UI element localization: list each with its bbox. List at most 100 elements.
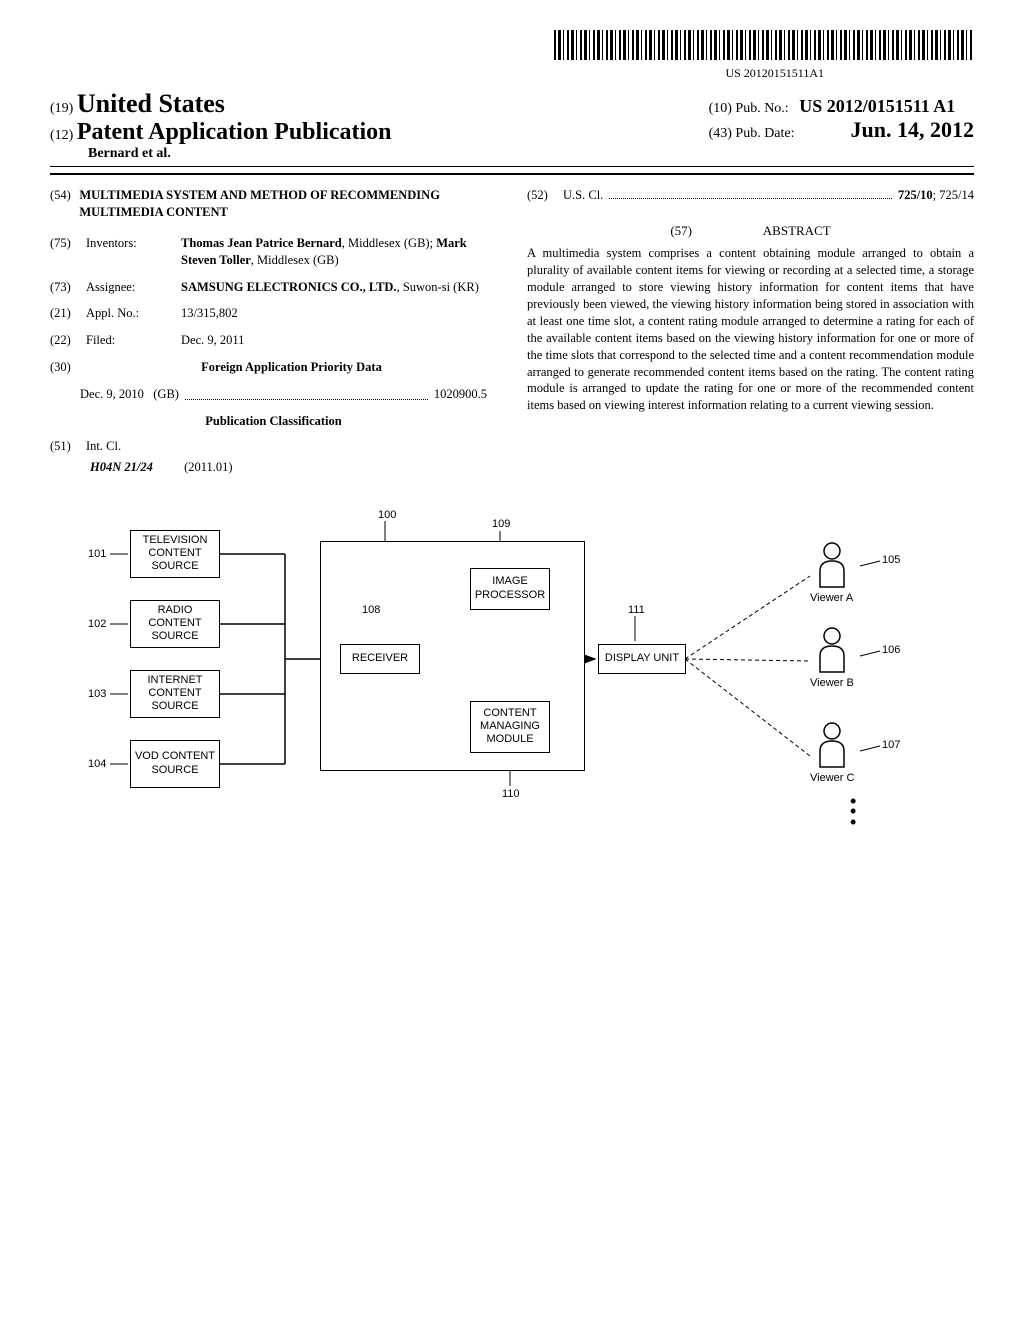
abstract-num: (57) <box>670 223 692 238</box>
inventor-1-name: Thomas Jean Patrice Bernard <box>181 236 342 250</box>
foreign-date: Dec. 9, 2010 <box>80 386 144 403</box>
filed-field: (22) Filed: Dec. 9, 2011 <box>50 332 497 349</box>
intcl-ver: (2011.01) <box>184 460 233 474</box>
image-processor-label: IMAGE PROCESSOR <box>471 575 549 601</box>
abstract-text: A multimedia system comprises a content … <box>527 245 974 414</box>
ref-103: 103 <box>88 688 106 700</box>
patent-figure: TELEVISION CONTENT SOURCE RADIO CONTENT … <box>50 506 974 846</box>
source-label: TELEVISION CONTENT SOURCE <box>131 534 219 574</box>
viewer-a: Viewer A <box>810 541 853 604</box>
foreign-priority-row: Dec. 9, 2010 (GB) 1020900.5 <box>50 386 497 403</box>
foreign-head-row: (30) Foreign Application Priority Data <box>50 359 497 376</box>
intcl-item: H04N 21/24 (2011.01) <box>50 459 497 476</box>
ref-109: 109 <box>492 518 510 530</box>
ref-111: 111 <box>628 604 645 616</box>
intcl-code: H04N 21/24 <box>90 460 153 474</box>
pub-type: Patent Application Publication <box>77 119 392 145</box>
inventor-2-loc: , Middlesex (GB) <box>251 253 339 267</box>
pub-type-num: (12) <box>50 128 73 143</box>
assignee-num: (73) <box>50 279 86 296</box>
display-unit-label: DISPLAY UNIT <box>605 652 679 665</box>
foreign-country: (GB) <box>153 386 179 403</box>
uscl-dots <box>609 198 892 199</box>
person-icon <box>814 721 850 769</box>
assignee-label: Assignee: <box>86 279 181 296</box>
source-box-tv: TELEVISION CONTENT SOURCE <box>130 530 220 578</box>
ref-106: 106 <box>882 644 900 656</box>
biblio-columns: (54) MULTIMEDIA SYSTEM AND METHOD OF REC… <box>50 187 974 476</box>
pub-date: Jun. 14, 2012 <box>851 117 974 142</box>
ref-101: 101 <box>88 548 106 560</box>
assignee-field: (73) Assignee: SAMSUNG ELECTRONICS CO., … <box>50 279 497 296</box>
content-managing-box: CONTENT MANAGING MODULE <box>470 701 550 753</box>
receiver-box: RECEIVER <box>340 644 420 674</box>
intcl-field: (51) Int. Cl. <box>50 438 497 455</box>
ref-110: 110 <box>502 788 520 800</box>
filed-label: Filed: <box>86 332 181 349</box>
authors: Bernard et al. <box>88 146 171 161</box>
applno-num: (21) <box>50 305 86 322</box>
abstract-head-row: (57) ABSTRACT <box>527 222 974 240</box>
person-icon <box>814 626 850 674</box>
pub-no-label: Pub. No.: <box>735 101 788 116</box>
person-icon <box>814 541 850 589</box>
pub-no-num: (10) <box>709 101 732 116</box>
pub-type-line: (12) Patent Application Publication <box>50 119 392 146</box>
intcl-label: Int. Cl. <box>86 438 497 455</box>
pub-no: US 2012/0151511 A1 <box>799 96 955 116</box>
patent-header: (19) United States (12) Patent Applicati… <box>50 89 974 175</box>
barcode-area <box>50 30 974 64</box>
barcode-graphic <box>554 30 974 60</box>
pub-date-num: (43) <box>709 126 732 141</box>
image-processor-box: IMAGE PROCESSOR <box>470 568 550 610</box>
ref-107: 107 <box>882 739 900 751</box>
assignee-value: SAMSUNG ELECTRONICS CO., LTD., Suwon-si … <box>181 279 497 296</box>
pub-info: (10) Pub. No.: US 2012/0151511 A1 (43) P… <box>709 96 974 143</box>
uscl-num: (52) <box>527 187 563 204</box>
title-text: MULTIMEDIA SYSTEM AND METHOD OF RECOMMEN… <box>79 187 497 221</box>
source-label: VOD CONTENT SOURCE <box>131 750 219 776</box>
source-box-radio: RADIO CONTENT SOURCE <box>130 600 220 648</box>
barcode-number: US 20120151511A1 <box>50 66 974 81</box>
viewer-b-label: Viewer B <box>810 677 854 689</box>
foreign-appno: 1020900.5 <box>434 386 487 403</box>
inventors-label: Inventors: <box>86 235 181 269</box>
applno-field: (21) Appl. No.: 13/315,802 <box>50 305 497 322</box>
filed-num: (22) <box>50 332 86 349</box>
viewer-c-label: Viewer C <box>810 772 854 784</box>
receiver-label: RECEIVER <box>352 652 408 665</box>
applno-value: 13/315,802 <box>181 305 497 322</box>
display-unit-box: DISPLAY UNIT <box>598 644 686 674</box>
ref-102: 102 <box>88 618 106 630</box>
source-label: RADIO CONTENT SOURCE <box>131 604 219 644</box>
foreign-num: (30) <box>50 359 86 376</box>
uscl-extra: ; 725/14 <box>933 187 974 204</box>
applno-label: Appl. No.: <box>86 305 181 322</box>
abstract-head: ABSTRACT <box>763 223 831 238</box>
country-name: United States <box>77 89 225 118</box>
left-column: (54) MULTIMEDIA SYSTEM AND METHOD OF REC… <box>50 187 497 476</box>
source-box-vod: VOD CONTENT SOURCE <box>130 740 220 788</box>
inventors-field: (75) Inventors: Thomas Jean Patrice Bern… <box>50 235 497 269</box>
authors-line: Bernard et al. <box>50 146 392 162</box>
ref-105: 105 <box>882 554 900 566</box>
inventors-num: (75) <box>50 235 86 269</box>
foreign-head: Foreign Application Priority Data <box>86 359 497 376</box>
uscl-label: U.S. Cl. <box>563 187 603 204</box>
assignee-loc: , Suwon-si (KR) <box>397 280 479 294</box>
uscl-value: 725/10 <box>898 187 933 204</box>
content-managing-label: CONTENT MANAGING MODULE <box>471 707 549 747</box>
filed-value: Dec. 9, 2011 <box>181 332 497 349</box>
pubclass-head: Publication Classification <box>50 413 497 430</box>
ref-104: 104 <box>88 758 106 770</box>
ref-108: 108 <box>362 604 380 616</box>
source-label: INTERNET CONTENT SOURCE <box>131 674 219 714</box>
country-line: (19) United States <box>50 89 392 119</box>
viewer-c: Viewer C <box>810 721 854 784</box>
viewer-a-label: Viewer A <box>810 592 853 604</box>
title-field: (54) MULTIMEDIA SYSTEM AND METHOD OF REC… <box>50 187 497 221</box>
inventor-1-loc: , Middlesex (GB); <box>342 236 436 250</box>
pub-date-label: Pub. Date: <box>735 126 794 141</box>
source-box-internet: INTERNET CONTENT SOURCE <box>130 670 220 718</box>
ref-100: 100 <box>378 509 396 521</box>
